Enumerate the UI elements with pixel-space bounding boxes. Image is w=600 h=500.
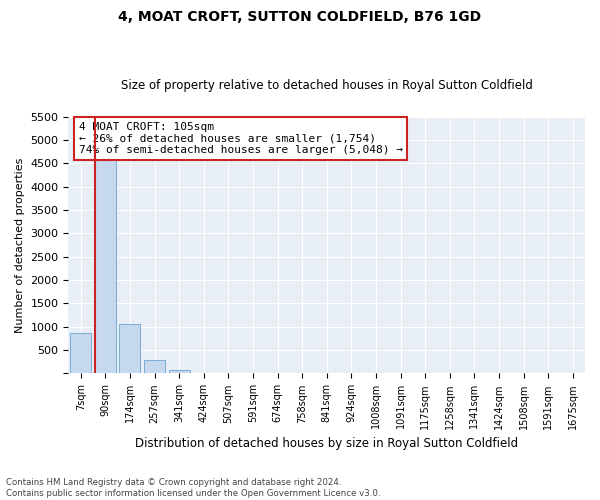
Text: 4, MOAT CROFT, SUTTON COLDFIELD, B76 1GD: 4, MOAT CROFT, SUTTON COLDFIELD, B76 1GD xyxy=(118,10,482,24)
X-axis label: Distribution of detached houses by size in Royal Sutton Coldfield: Distribution of detached houses by size … xyxy=(135,437,518,450)
Bar xyxy=(144,360,165,374)
Bar xyxy=(119,324,140,374)
Bar xyxy=(169,370,190,374)
Bar xyxy=(95,156,116,374)
Bar xyxy=(193,372,214,374)
Text: Contains HM Land Registry data © Crown copyright and database right 2024.
Contai: Contains HM Land Registry data © Crown c… xyxy=(6,478,380,498)
Text: 4 MOAT CROFT: 105sqm
← 26% of detached houses are smaller (1,754)
74% of semi-de: 4 MOAT CROFT: 105sqm ← 26% of detached h… xyxy=(79,122,403,155)
Bar xyxy=(70,333,91,374)
Title: Size of property relative to detached houses in Royal Sutton Coldfield: Size of property relative to detached ho… xyxy=(121,79,533,92)
Y-axis label: Number of detached properties: Number of detached properties xyxy=(15,158,25,333)
